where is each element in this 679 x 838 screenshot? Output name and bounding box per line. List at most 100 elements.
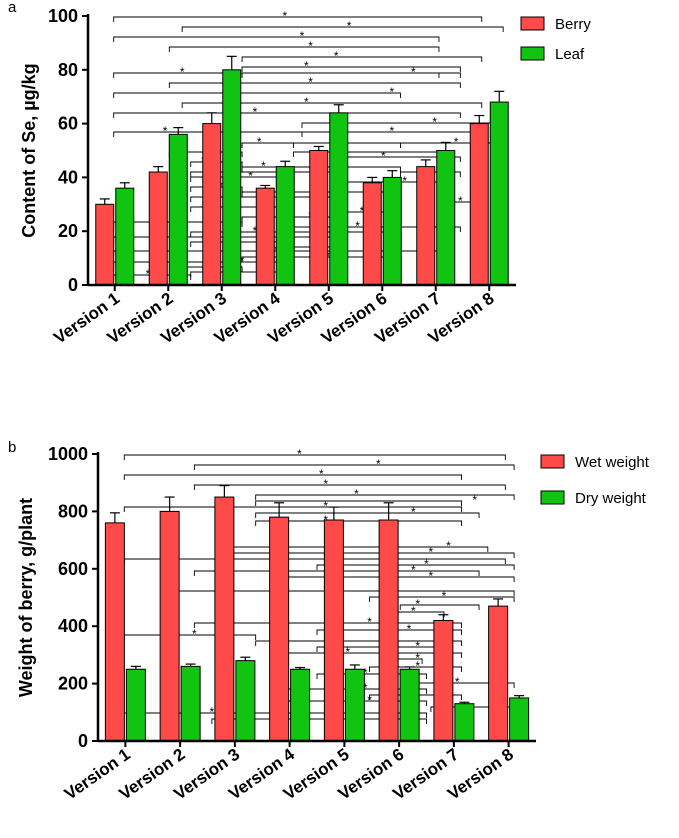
significance-star: * — [210, 705, 215, 719]
legend-label: Berry — [555, 16, 591, 33]
significance-star: * — [354, 487, 359, 501]
significance-star: * — [334, 49, 339, 63]
significance-star: * — [360, 204, 365, 218]
legend-swatch — [520, 46, 545, 61]
bar — [125, 668, 146, 742]
significance-star: * — [415, 597, 420, 611]
significance-star: * — [376, 457, 381, 471]
significance-bracket — [369, 666, 462, 672]
significance-bracket — [123, 634, 257, 640]
y-tick-label: 600 — [58, 559, 88, 579]
bar — [269, 516, 290, 742]
bar — [255, 187, 275, 286]
significance-bracket — [168, 82, 461, 88]
bar — [469, 123, 489, 286]
bar — [159, 510, 180, 742]
bar — [329, 112, 349, 286]
significance-bracket — [369, 596, 515, 602]
bar — [222, 69, 242, 286]
chart-panel-a: a***************************************… — [8, 0, 591, 348]
significance-star: * — [424, 557, 429, 571]
significance-star: * — [192, 627, 197, 641]
legend-swatch — [540, 490, 565, 505]
y-tick-label: 100 — [48, 6, 78, 26]
significance-star: * — [442, 589, 447, 603]
significance-star: * — [472, 493, 477, 507]
significance-star: * — [300, 29, 305, 43]
bar — [489, 101, 509, 286]
significance-star: * — [402, 174, 407, 188]
significance-star: * — [415, 639, 420, 653]
bar — [362, 182, 382, 286]
significance-star: * — [446, 539, 451, 553]
y-axis-label: Content of Se, µg/kg — [19, 63, 39, 237]
significance-star: * — [248, 169, 253, 183]
significance-bracket — [113, 36, 440, 42]
significance-star: * — [390, 85, 395, 99]
significance-bracket — [285, 576, 515, 582]
y-tick-label: 20 — [58, 221, 78, 241]
significance-star: * — [345, 645, 350, 659]
significance-star: * — [429, 569, 434, 583]
y-tick-label: 400 — [58, 616, 88, 636]
legend-label: Dry weight — [575, 490, 647, 507]
significance-bracket — [255, 500, 462, 506]
series-2 — [125, 656, 530, 742]
significance-bracket — [193, 484, 506, 490]
y-tick-label: 80 — [58, 60, 78, 80]
significance-bracket — [123, 454, 506, 460]
significance-star: * — [432, 115, 437, 129]
y-tick-label: 40 — [58, 167, 78, 187]
significance-star: * — [411, 604, 416, 618]
significance-bracket — [181, 26, 504, 32]
significance-star: * — [458, 194, 463, 208]
bar — [115, 187, 135, 286]
significance-star: * — [261, 159, 266, 173]
significance-star: * — [304, 59, 309, 73]
y-tick-label: 800 — [58, 501, 88, 521]
bar — [180, 665, 201, 742]
y-tick-label: 60 — [58, 114, 78, 134]
panel-label: a — [8, 0, 17, 16]
significance-star: * — [163, 124, 168, 138]
significance-bracket — [255, 494, 515, 500]
significance-star: * — [411, 563, 416, 577]
bar — [214, 496, 235, 742]
significance-bracket — [168, 46, 440, 52]
significance-star: * — [257, 135, 262, 149]
bar — [344, 668, 365, 742]
y-axis-label: Weight of berry, g/plant — [16, 498, 36, 697]
significance-star: * — [411, 65, 416, 79]
significance-star: * — [146, 267, 151, 281]
significance-star: * — [355, 219, 360, 233]
bar — [202, 123, 222, 286]
significance-star: * — [253, 224, 258, 238]
significance-star: * — [283, 9, 288, 23]
bar — [309, 150, 329, 286]
significance-star: * — [308, 75, 313, 89]
significance-bracket — [113, 112, 461, 118]
bar — [290, 668, 311, 742]
significance-bracket — [255, 512, 480, 518]
y-tick-label: 200 — [58, 674, 88, 694]
significance-bracket — [181, 102, 483, 108]
significance-star: * — [415, 659, 420, 673]
series-1 — [104, 484, 509, 742]
bar — [399, 668, 420, 742]
significance-star: * — [363, 666, 368, 680]
significance-bracket — [241, 142, 401, 148]
significance-star: * — [390, 124, 395, 138]
significance-bracket — [123, 506, 462, 512]
bar — [148, 171, 168, 286]
significance-bracket — [241, 66, 461, 72]
y-tick-label: 0 — [68, 275, 78, 295]
bar — [454, 703, 475, 742]
legend-label: Leaf — [555, 46, 585, 63]
legend: Berry Leaf — [520, 16, 591, 63]
significance-bracket — [241, 72, 461, 78]
panel-label: b — [8, 439, 16, 456]
significance-star: * — [454, 135, 459, 149]
significance-bracket — [113, 92, 401, 98]
significance-bracket — [255, 640, 462, 646]
